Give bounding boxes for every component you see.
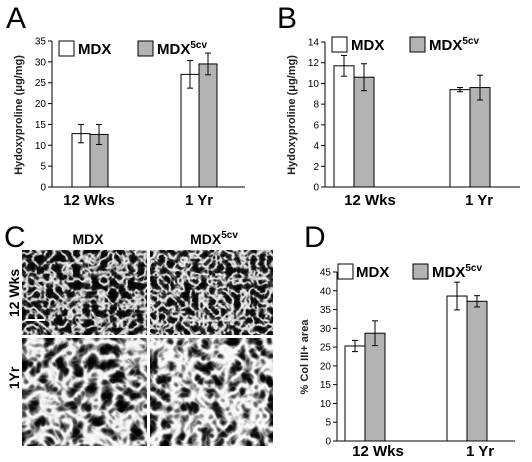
y-axis-title-b: Hydoxyproline (μg/mg) [286, 55, 298, 175]
column-label-superscript: 5cv [221, 230, 238, 241]
legend-label-superscript: 5cv [190, 40, 207, 51]
legend-swatch-mdx5cv [412, 263, 429, 280]
bar-b-1-yr-mdx5cv [469, 87, 491, 188]
column-label-mdx-text: MDX [72, 231, 104, 247]
panel-label-a: A [6, 2, 26, 35]
y-tick-label: 14 [308, 38, 320, 49]
row-label-1yr: 1Yr [6, 366, 22, 389]
bar-a-1-yr-mdx5cv [198, 63, 218, 188]
y-tick-label: 35 [35, 37, 47, 48]
category-label-12-wks: 12 Wks [352, 443, 404, 460]
y-tick-label: 0 [325, 437, 331, 448]
legend-swatch-mdx5cv [137, 40, 154, 57]
panel-b-chart: B Hydoxyproline (μg/mg) 0 2 4 6 8 10 12 14 12 Wk… [277, 2, 520, 209]
histology-image-mdx-12wks [22, 250, 147, 335]
y-tick-label: 30 [35, 57, 47, 68]
histology-image-mdx-1yr [22, 338, 147, 446]
y-tick-label: 15 [320, 380, 332, 391]
legend-label-mdx5cv: MDX5cv [157, 40, 207, 58]
bar-a-1-yr-mdx [180, 73, 200, 188]
y-tick-label: 10 [35, 141, 47, 152]
y-tick-label: 20 [320, 361, 332, 372]
panel-c-histology: C MDX MDX5cv 12 Wks 1Yr [4, 221, 273, 446]
legend-label-main: MDX [356, 264, 389, 281]
legend-label-main: MDX [432, 264, 465, 281]
panel-label-c: C [4, 221, 26, 254]
legend-swatch-mdx [58, 40, 75, 57]
y-tick-label: 0 [313, 183, 319, 194]
category-label-1-yr: 1 Yr [466, 443, 494, 460]
legend-label-mdx: MDX [78, 41, 111, 58]
y-tick-label: 45 [320, 268, 332, 279]
legend-label-main: MDX [429, 37, 462, 54]
legend-label-main: MDX [157, 41, 190, 58]
error-bar-b-12-wks-mdx [341, 54, 347, 77]
y-tick-label: 20 [35, 99, 47, 110]
legend-swatch-mdx5cv [409, 36, 426, 53]
error-bar-b-12-wks-mdx5cv [361, 63, 367, 92]
bar-d-1-yr-mdx [446, 295, 468, 442]
error-bar-a-1-yr-mdx5cv [205, 52, 211, 76]
error-bar-d-12-wks-mdx [352, 339, 358, 353]
histology-image-mdx5cv-1yr [150, 338, 273, 446]
error-bar-d-1-yr-mdx [454, 281, 460, 311]
error-bar-a-1-yr-mdx [187, 60, 193, 89]
y-tick-label: 35 [320, 305, 332, 316]
y-tick-label: 25 [35, 78, 47, 89]
legend-label-main: MDX [78, 41, 111, 58]
category-label-12-wks: 12 Wks [344, 192, 396, 209]
panel-label-d: D [304, 221, 326, 254]
bar-b-1-yr-mdx [449, 89, 471, 188]
y-tick-label: 2 [313, 162, 319, 173]
legend-label-mdx: MDX [351, 37, 384, 54]
column-label-mdx5cv: MDX5cv [190, 230, 238, 247]
y-tick-label: 40 [320, 286, 332, 297]
error-bar-d-1-yr-mdx5cv [474, 295, 480, 308]
legend-label-superscript: 5cv [462, 36, 479, 47]
column-label-mdx: MDX [72, 231, 104, 247]
y-tick-label: 5 [325, 418, 331, 429]
y-axis-title-a: Hydoxyproline (μg/mg) [13, 55, 25, 175]
category-label-1-yr: 1 Yr [465, 192, 493, 209]
panel-label-b: B [277, 2, 297, 35]
legend-label-mdx: MDX [356, 264, 389, 281]
y-tick-label: 6 [313, 120, 319, 131]
column-label-mdx5cv-text: MDX [190, 231, 222, 247]
legend-swatch-mdx [337, 263, 354, 280]
error-bar-d-12-wks-mdx5cv [372, 320, 378, 347]
y-tick-label: 0 [40, 183, 46, 194]
legend-label-superscript: 5cv [465, 263, 482, 274]
legend-label-mdx5cv: MDX5cv [429, 36, 479, 54]
category-label-1-yr: 1 Yr [185, 192, 213, 209]
y-tick-label: 8 [313, 100, 319, 111]
legend-swatch-mdx [331, 36, 348, 53]
legend-label-main: MDX [351, 37, 384, 54]
bar-d-12-wks-mdx [344, 345, 366, 442]
y-tick-label: 25 [320, 343, 332, 354]
bar-b-12-wks-mdx [333, 65, 355, 188]
legend-label-mdx5cv: MDX5cv [432, 263, 482, 281]
y-tick-label: 15 [35, 120, 47, 131]
y-tick-label: 30 [320, 324, 332, 335]
y-tick-label: 10 [320, 399, 332, 410]
row-label-12wks: 12 Wks [6, 269, 22, 317]
y-tick-label: 5 [40, 162, 46, 173]
error-bar-b-1-yr-mdx [457, 87, 463, 93]
error-bar-a-12-wks-mdx [78, 123, 84, 144]
panel-d-chart: D % Col III+ area 0 5 10 15 20 25 30 35 40 45 12 W… [299, 221, 515, 460]
bar-b-12-wks-mdx5cv [353, 76, 375, 188]
y-tick-label: 10 [308, 79, 320, 90]
bar-d-1-yr-mdx5cv [466, 300, 488, 442]
y-tick-label: 12 [308, 58, 320, 69]
y-tick-label: 4 [313, 141, 319, 152]
error-bar-a-12-wks-mdx5cv [96, 123, 102, 145]
category-label-12-wks: 12 Wks [63, 192, 115, 209]
panel-a-chart: A Hydoxyproline (μg/mg) 0 5 10 15 20 25 30 35 12… [6, 2, 245, 209]
error-bar-b-1-yr-mdx5cv [477, 74, 483, 101]
y-axis-title-d: % Col III+ area [299, 319, 311, 395]
bar-d-12-wks-mdx5cv [364, 332, 386, 442]
histology-image-mdx5cv-12wks [150, 250, 273, 335]
